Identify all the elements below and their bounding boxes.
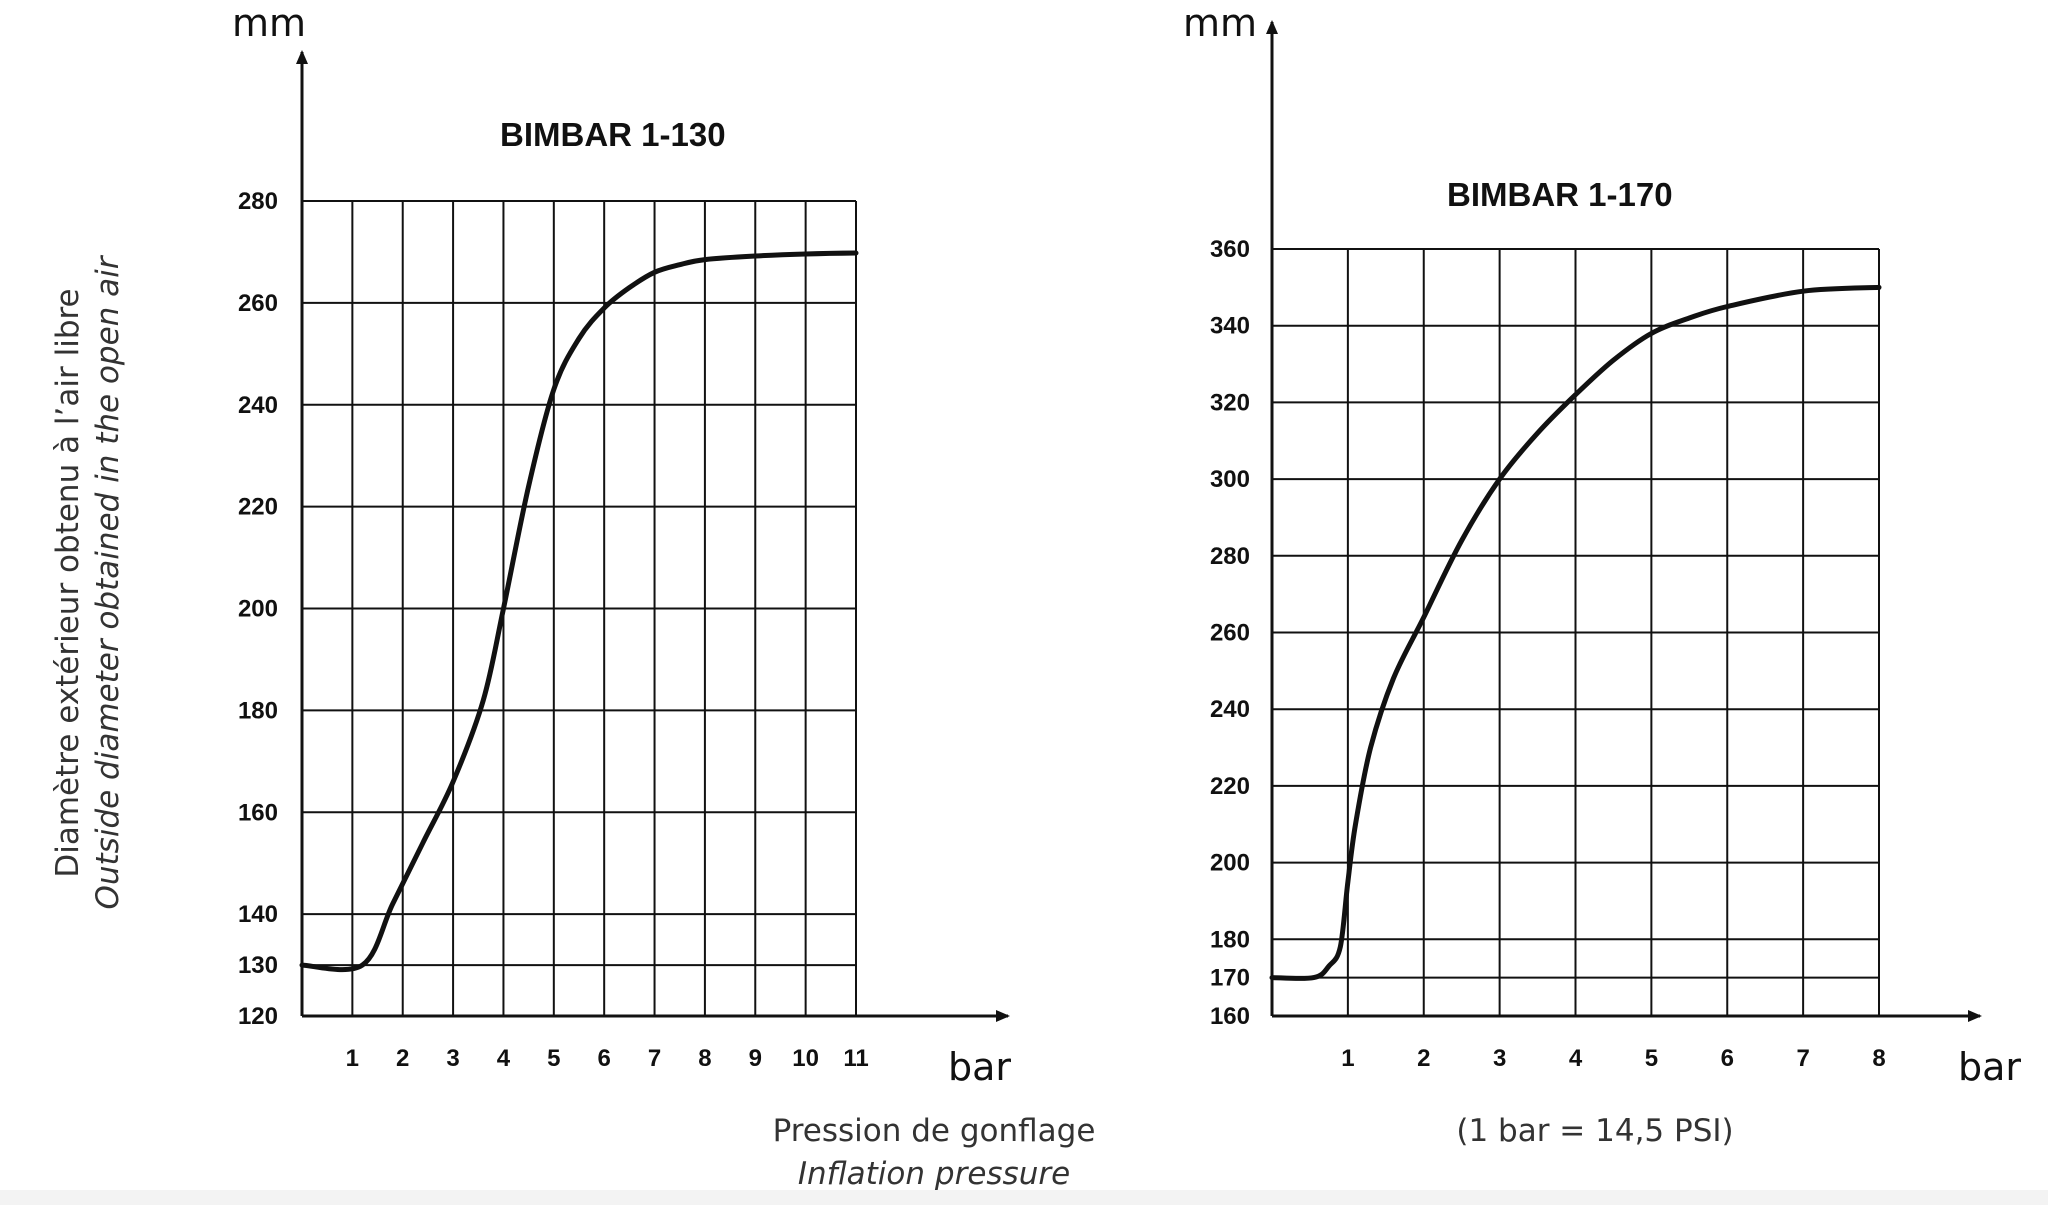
y-tick-label: 220 — [1210, 773, 1250, 800]
chart-title: BIMBAR 1-170 — [1447, 176, 1673, 213]
x-tick-label: 6 — [1721, 1045, 1734, 1072]
y-tick-label: 320 — [1210, 389, 1250, 416]
y-axis-unit: mm — [232, 1, 306, 45]
x-axis-label-en: Inflation pressure — [798, 1156, 1070, 1192]
x-tick-label: 3 — [1493, 1045, 1506, 1072]
x-tick-label: 5 — [547, 1045, 560, 1072]
x-tick-label: 8 — [1872, 1045, 1885, 1072]
y-tick-label: 300 — [1210, 466, 1250, 493]
y-tick-label: 180 — [1210, 926, 1250, 953]
y-tick-label: 260 — [1210, 620, 1250, 647]
x-tick-label: 7 — [1796, 1045, 1809, 1072]
y-tick-label: 140 — [238, 901, 278, 928]
x-tick-label: 2 — [1417, 1045, 1430, 1072]
y-tick-label: 130 — [238, 952, 278, 979]
chart-bimbar-1-130: BIMBAR 1-130 mm bar 12013014016018020022… — [232, 1, 1011, 1089]
x-tick-label: 11 — [843, 1045, 868, 1072]
series-line — [299, 250, 859, 973]
y-tick-label: 340 — [1210, 313, 1250, 340]
y-tick-label: 280 — [238, 188, 278, 215]
pressure-conversion-note: (1 bar = 14,5 PSI) — [1456, 1113, 1733, 1149]
series-line — [1269, 284, 1882, 981]
x-tick-label: 10 — [792, 1045, 819, 1072]
x-axis-unit: bar — [1958, 1045, 2021, 1089]
bottom-strip — [0, 1190, 2048, 1205]
x-tick-label: 8 — [698, 1045, 711, 1072]
x-tick-label: 3 — [446, 1045, 459, 1072]
x-tick-label: 1 — [346, 1045, 359, 1072]
chart-bimbar-1-170: BIMBAR 1-170 mm bar 16017018020022024026… — [1183, 1, 2021, 1089]
y-axis-unit: mm — [1183, 1, 1257, 45]
y-tick-label: 260 — [238, 290, 278, 317]
y-axis-label-fr: Diamètre extérieur obtenu à l’air libre — [50, 288, 86, 877]
x-tick-label: 4 — [1569, 1045, 1583, 1072]
y-tick-label: 120 — [238, 1003, 278, 1030]
y-tick-label: 200 — [238, 596, 278, 623]
y-tick-label: 360 — [1210, 236, 1250, 263]
y-tick-label: 240 — [1210, 696, 1250, 723]
y-tick-label: 160 — [1210, 1003, 1250, 1030]
y-tick-label: 200 — [1210, 850, 1250, 877]
y-axis-label-en: Outside diameter obtained in the open ai… — [90, 254, 126, 909]
x-tick-label: 5 — [1645, 1045, 1658, 1072]
y-tick-label: 240 — [238, 392, 278, 419]
x-tick-label: 4 — [497, 1045, 511, 1072]
y-tick-label: 160 — [238, 799, 278, 826]
y-tick-label: 220 — [238, 494, 278, 521]
x-tick-label: 2 — [396, 1045, 409, 1072]
y-tick-label: 180 — [238, 697, 278, 724]
x-tick-label: 9 — [749, 1045, 762, 1072]
chart-title: BIMBAR 1-130 — [500, 116, 726, 153]
x-tick-label: 7 — [648, 1045, 661, 1072]
x-tick-label: 6 — [598, 1045, 611, 1072]
x-axis-unit: bar — [948, 1045, 1011, 1089]
x-axis-label-fr: Pression de gonflage — [773, 1113, 1096, 1149]
y-tick-label: 170 — [1210, 965, 1250, 992]
y-tick-label: 280 — [1210, 543, 1250, 570]
x-tick-label: 1 — [1341, 1045, 1354, 1072]
